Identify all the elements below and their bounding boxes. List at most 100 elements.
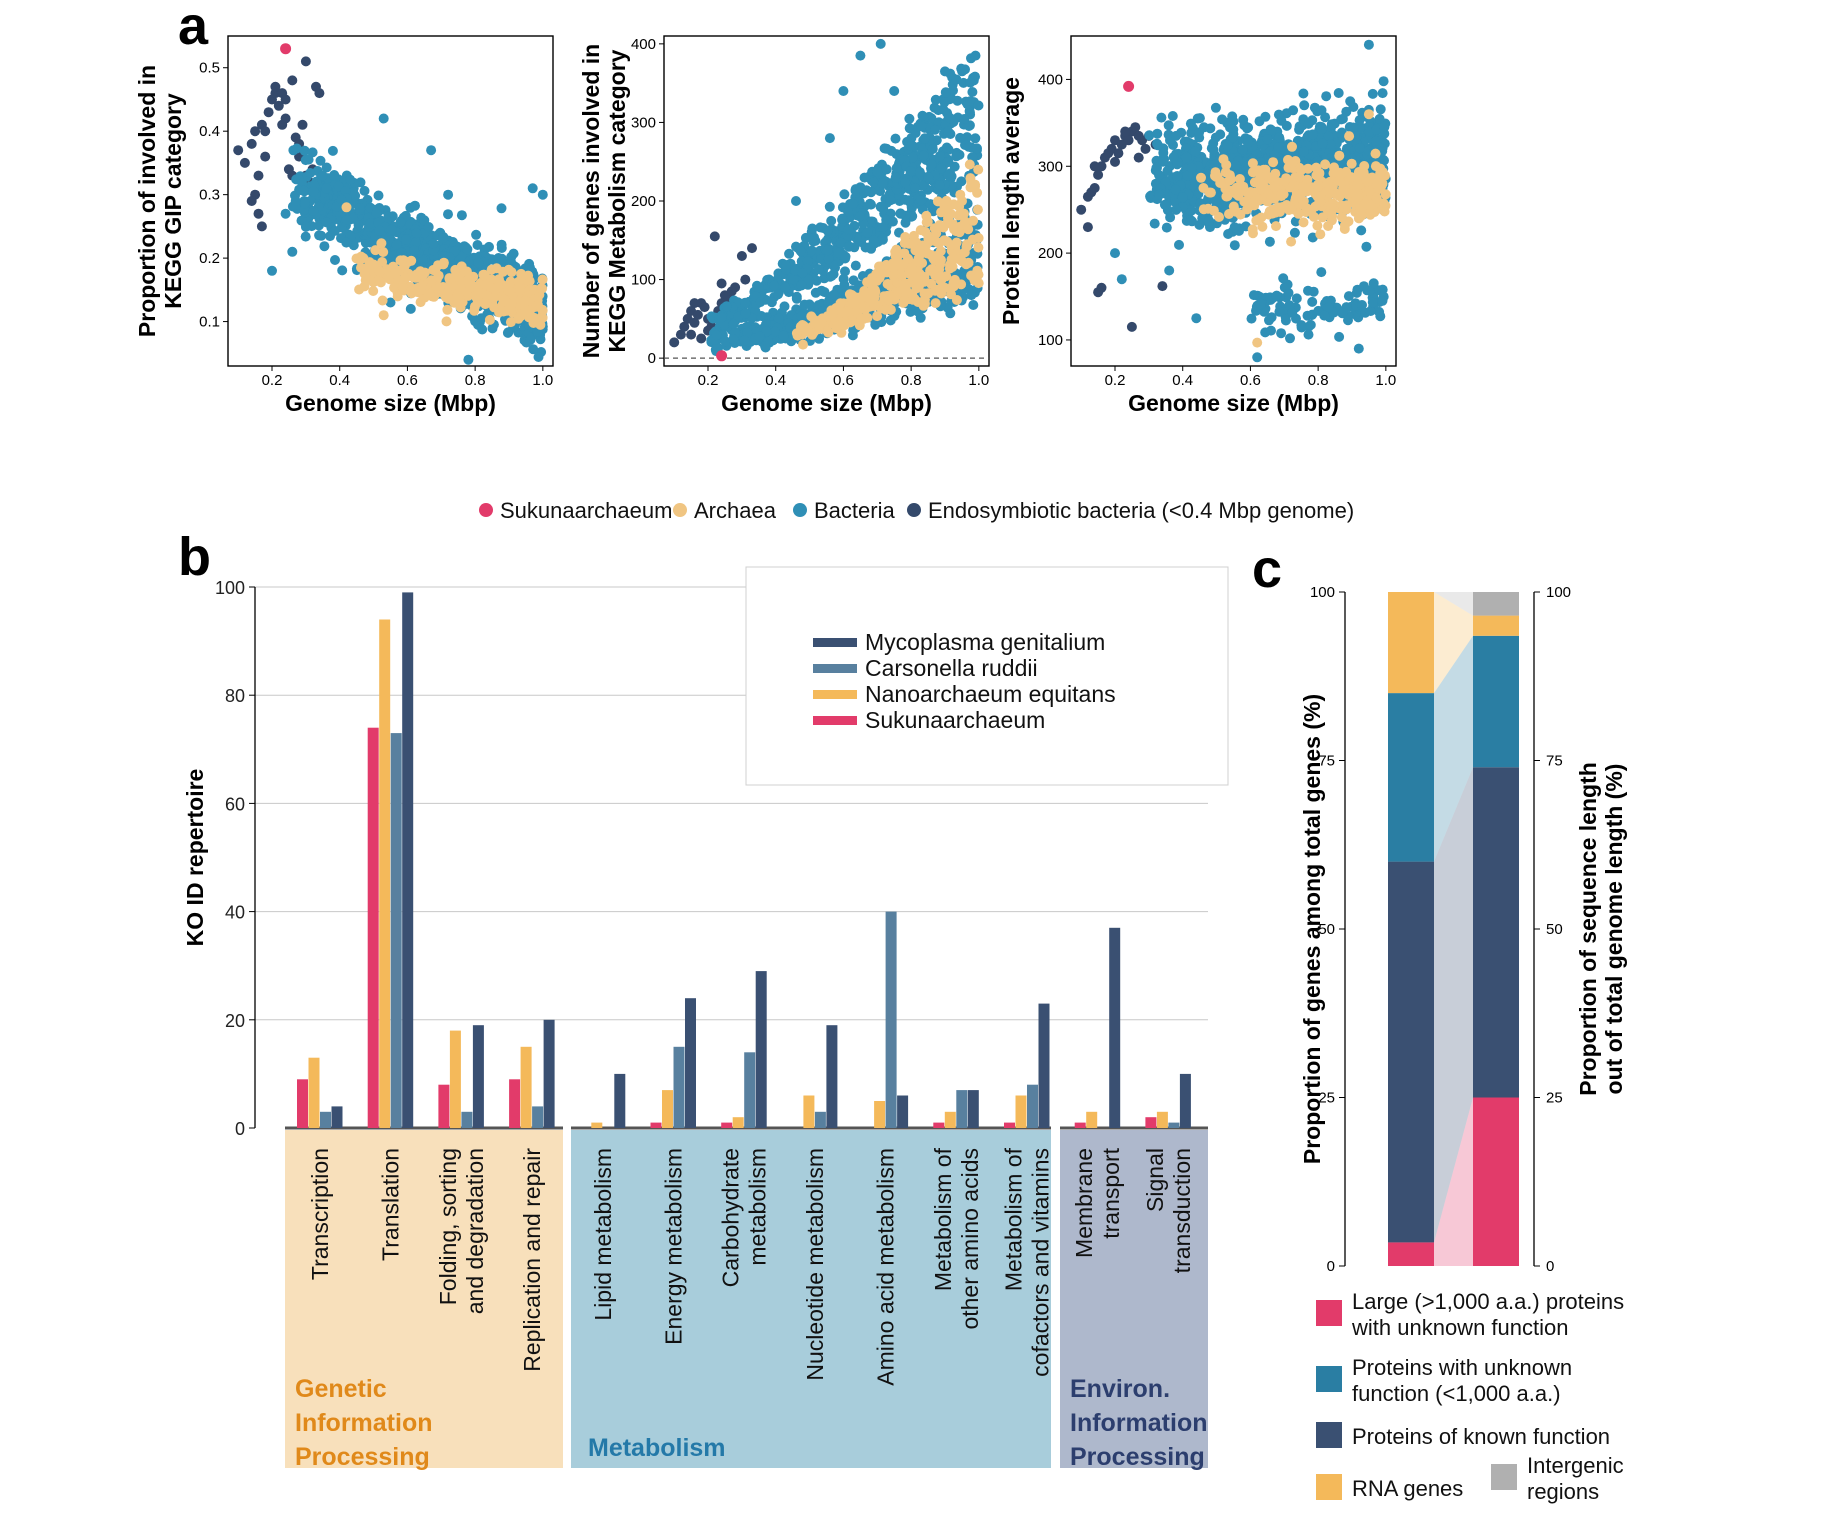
bacteria-point xyxy=(885,195,896,206)
archaea-point xyxy=(1359,161,1370,171)
category-label: Metabolism of xyxy=(1001,1147,1027,1291)
category-label: Replication and repair xyxy=(519,1148,545,1372)
y-tick-label: 0.3 xyxy=(199,187,220,204)
archaea-point xyxy=(1268,157,1279,168)
archaea-point xyxy=(392,291,403,302)
archaea-point xyxy=(860,304,871,315)
category-label: Signal xyxy=(1142,1148,1168,1212)
bacteria-point xyxy=(1319,310,1330,321)
bar-sukuna xyxy=(721,1122,733,1128)
bacteria-point xyxy=(472,240,483,250)
bacteria-point xyxy=(802,256,813,267)
bacteria-point xyxy=(1252,352,1263,363)
bacteria-point xyxy=(839,189,850,200)
archaea-point xyxy=(1225,174,1236,185)
stack-segment-unknown xyxy=(1473,635,1519,768)
category-label: transduction xyxy=(1169,1148,1195,1273)
left-tick-label: 75 xyxy=(1318,753,1335,770)
archaea-point xyxy=(823,327,834,338)
bacteria-point xyxy=(1281,120,1292,131)
bacteria-point xyxy=(838,86,849,96)
bacteria-point xyxy=(386,224,397,235)
bacteria-point xyxy=(1156,112,1167,123)
bacteria-point xyxy=(926,159,937,170)
bacteria-point xyxy=(1192,113,1203,124)
bacteria-point xyxy=(1317,138,1328,149)
bacteria-point xyxy=(1271,290,1282,301)
y-tick-label: 60 xyxy=(225,794,245,814)
archaea-point xyxy=(887,292,898,303)
archaea-point xyxy=(1273,202,1284,213)
legend-swatch-myco xyxy=(813,638,857,647)
bacteria-point xyxy=(868,177,879,188)
x-tick-label: 0.4 xyxy=(765,372,786,389)
bacteria-point xyxy=(780,260,791,270)
stack-segment-unknown xyxy=(1388,693,1434,862)
archaea-point xyxy=(1336,212,1347,223)
stack-segment-intergenic xyxy=(1473,592,1519,616)
x-tick-label: 1.0 xyxy=(532,372,553,389)
archaea-point xyxy=(441,316,452,327)
legend-label-nano: Nanoarchaeum equitans xyxy=(865,681,1116,707)
bacteria-point xyxy=(1323,302,1334,313)
bacteria-point xyxy=(784,248,795,259)
bacteria-point xyxy=(371,207,382,218)
archaea-point xyxy=(1287,141,1297,152)
archaea-point xyxy=(1247,224,1258,235)
archaea-point xyxy=(462,275,473,285)
bacteria-point xyxy=(321,217,332,228)
legend-label-archaea: Archaea xyxy=(694,498,777,523)
group-label: Processing xyxy=(1070,1443,1205,1471)
archaea-point xyxy=(378,247,389,257)
bacteria-point xyxy=(395,217,406,228)
bacteria-point xyxy=(300,221,311,232)
bacteria-point xyxy=(795,246,806,257)
y-tick-label: 200 xyxy=(631,193,656,210)
archaea-point xyxy=(442,304,453,315)
archaea-point xyxy=(1346,172,1357,183)
endo-point xyxy=(1093,169,1104,180)
archaea-point xyxy=(368,286,379,296)
legend-label-large: Large (>1,000 a.a.) proteins xyxy=(1352,1289,1624,1314)
sukuna-point xyxy=(280,43,292,55)
y-tick-label: 100 xyxy=(631,272,656,289)
bacteria-point xyxy=(1284,300,1295,311)
endo-point xyxy=(696,333,707,344)
x-axis-title: Genome size (Mbp) xyxy=(721,390,932,416)
archaea-point xyxy=(1256,212,1267,223)
bacteria-point xyxy=(1307,232,1318,243)
flow-unknown xyxy=(1434,635,1473,862)
endo-point xyxy=(273,100,284,111)
endo-point xyxy=(1133,152,1144,163)
bacteria-point xyxy=(960,64,970,75)
bacteria-point xyxy=(1262,134,1273,145)
legend-swatch-sukuna xyxy=(813,716,857,725)
bacteria-point xyxy=(796,311,807,322)
archaea-point xyxy=(1198,183,1209,193)
bacteria-point xyxy=(1210,195,1221,206)
bacteria-point xyxy=(918,150,929,161)
archaea-point xyxy=(922,248,932,259)
endo-point xyxy=(256,221,267,232)
bar-carso xyxy=(956,1090,968,1128)
archaea-point xyxy=(947,281,958,292)
archaea-point xyxy=(1326,200,1337,211)
bacteria-point xyxy=(1351,287,1362,298)
archaea-point xyxy=(949,254,960,265)
endo-point xyxy=(689,317,700,328)
bacteria-point xyxy=(837,213,848,224)
bacteria-point xyxy=(496,239,507,250)
bacteria-point xyxy=(875,201,886,212)
bacteria-point xyxy=(462,244,473,255)
bacteria-point xyxy=(887,216,898,227)
bacteria-point xyxy=(1316,105,1327,116)
archaea-point xyxy=(932,237,943,248)
archaea-point xyxy=(912,274,923,285)
y-axis-title: KO ID repertoire xyxy=(182,769,208,947)
archaea-point xyxy=(1221,159,1232,170)
archaea-point xyxy=(1352,179,1363,190)
bacteria-point xyxy=(739,335,750,346)
y-tick-label: 0.4 xyxy=(199,123,220,140)
bacteria-point xyxy=(1287,307,1298,318)
bacteria-point xyxy=(496,203,507,214)
